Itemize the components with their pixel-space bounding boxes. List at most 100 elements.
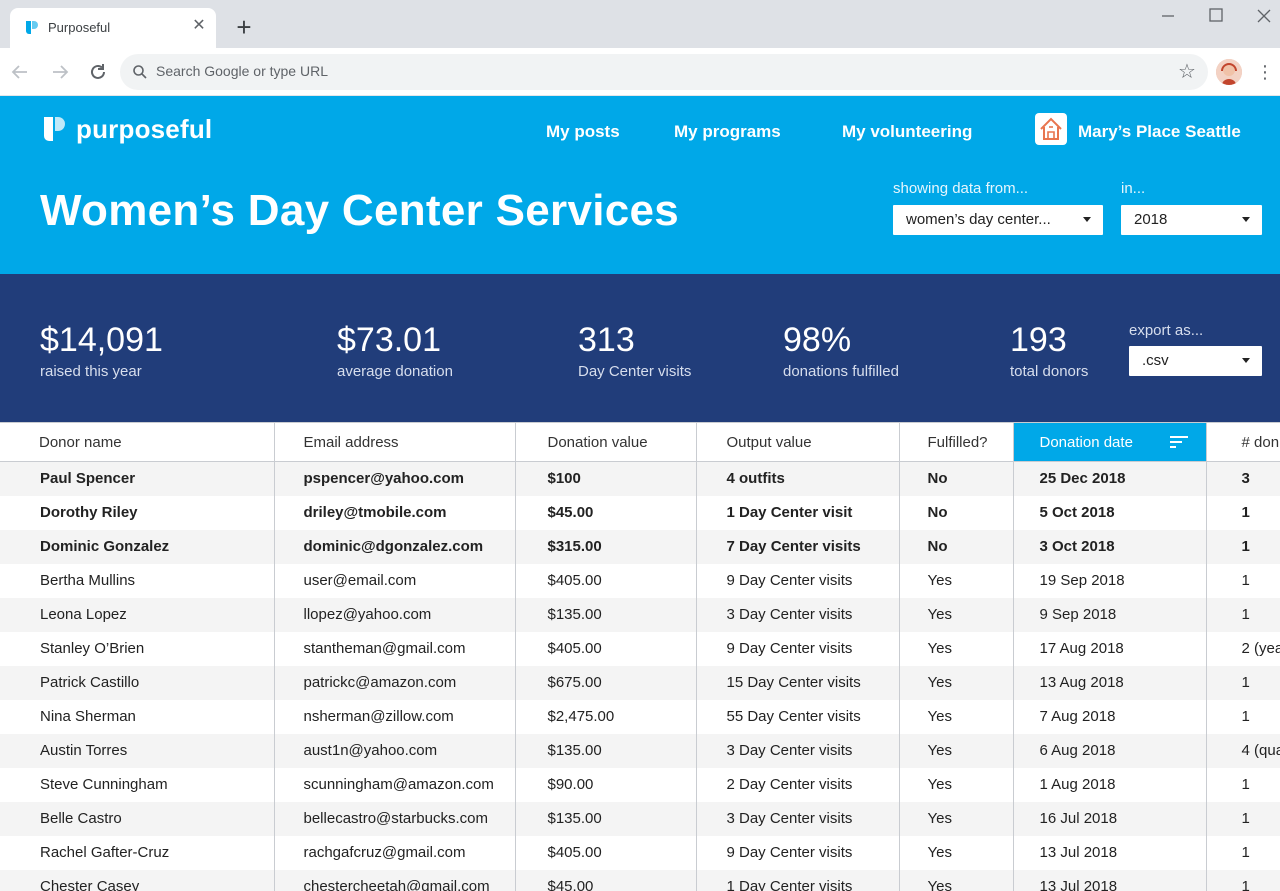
close-icon[interactable]: ✕: [192, 17, 206, 34]
cell-donation-date: 7 Aug 2018: [1013, 699, 1207, 734]
donations-table: Donor name Email address Donation value …: [0, 422, 1280, 891]
cell-donation-value: $135.00: [515, 597, 697, 632]
stat-value: 313: [578, 321, 635, 359]
column-header-output-value[interactable]: Output value: [696, 422, 900, 462]
minimize-icon[interactable]: [1154, 6, 1182, 26]
cell-donation-value: $315.00: [515, 529, 697, 564]
app-header: purposeful My posts My programs My volun…: [0, 96, 1280, 274]
export-label: export as...: [1129, 322, 1204, 339]
organization-name[interactable]: Mary’s Place Seattle: [1078, 122, 1241, 141]
cell-output-value: 1 Day Center visit: [696, 495, 900, 530]
cell-donor-name: Belle Castro: [0, 801, 275, 836]
year-select[interactable]: 2018: [1121, 205, 1262, 235]
avatar[interactable]: [1216, 59, 1242, 85]
cell-fulfilled: Yes: [899, 801, 1014, 836]
source-filter-label: showing data from...: [893, 180, 1029, 197]
column-header-fulfilled[interactable]: Fulfilled?: [899, 422, 1014, 462]
cell-donation-count: 4 (qua: [1206, 733, 1280, 768]
cell-email: patrickc@amazon.com: [274, 665, 516, 700]
cell-output-value: 15 Day Center visits: [696, 665, 900, 700]
cell-donation-count: 3: [1206, 461, 1280, 496]
table-row[interactable]: Belle Castro bellecastro@starbucks.com $13…: [0, 801, 1280, 836]
table-row[interactable]: Dominic Gonzalez dominic@dgonzalez.com $31…: [0, 529, 1280, 564]
cell-donation-value: $135.00: [515, 733, 697, 768]
cell-donor-name: Steve Cunningham: [0, 767, 275, 802]
table-row[interactable]: Paul Spencer pspencer@yahoo.com $100 4 outf…: [0, 461, 1280, 496]
table-row[interactable]: Rachel Gafter-Cruz rachgafcruz@gmail.com $…: [0, 835, 1280, 870]
organization-logo[interactable]: [1035, 113, 1067, 145]
stat-value: 193: [1010, 321, 1067, 359]
cell-donation-date: 13 Aug 2018: [1013, 665, 1207, 700]
cell-donation-date: 17 Aug 2018: [1013, 631, 1207, 666]
cell-output-value: 4 outfits: [696, 461, 900, 496]
star-icon[interactable]: ☆: [1178, 61, 1196, 83]
table-row[interactable]: Leona Lopez llopez@yahoo.com $135.00 3 Day …: [0, 597, 1280, 632]
browser-tab[interactable]: Purposeful ✕: [10, 8, 216, 48]
table-row[interactable]: Stanley O’Brien stantheman@gmail.com $405.…: [0, 631, 1280, 666]
plus-icon[interactable]: +: [236, 12, 252, 42]
maximize-icon[interactable]: [1202, 6, 1230, 26]
search-icon: [133, 65, 147, 79]
table-row[interactable]: Patrick Castillo patrickc@amazon.com $675.…: [0, 665, 1280, 700]
table-row[interactable]: Chester Casey chestercheetah@gmail.com $45…: [0, 869, 1280, 891]
export-format-select[interactable]: .csv: [1129, 346, 1262, 376]
window-close-icon[interactable]: [1250, 6, 1278, 26]
back-icon[interactable]: [8, 60, 32, 84]
cell-fulfilled: Yes: [899, 631, 1014, 666]
cell-output-value: 9 Day Center visits: [696, 835, 900, 870]
source-select[interactable]: women’s day center...: [893, 205, 1103, 235]
stat-label: donations fulfilled: [783, 363, 899, 380]
cell-donation-date: 13 Jul 2018: [1013, 869, 1207, 891]
table-header-row: Donor name Email address Donation value …: [0, 422, 1280, 462]
cell-donation-date: 19 Sep 2018: [1013, 563, 1207, 598]
cell-donation-count: 1: [1206, 495, 1280, 530]
table-row[interactable]: Dorothy Riley driley@tmobile.com $45.00 1 D…: [0, 495, 1280, 530]
year-select-value: 2018: [1134, 211, 1168, 228]
table-row[interactable]: Steve Cunningham scunningham@amazon.com $9…: [0, 767, 1280, 802]
column-header-donation-value[interactable]: Donation value: [515, 422, 697, 462]
cell-fulfilled: Yes: [899, 665, 1014, 700]
nav-my-posts[interactable]: My posts: [546, 122, 620, 141]
column-header-donation-count[interactable]: # don: [1206, 422, 1280, 462]
cell-fulfilled: Yes: [899, 597, 1014, 632]
forward-icon[interactable]: [48, 60, 72, 84]
source-select-value: women’s day center...: [906, 211, 1051, 228]
cell-output-value: 3 Day Center visits: [696, 801, 900, 836]
table-row[interactable]: Bertha Mullins user@email.com $405.00 9 Day…: [0, 563, 1280, 598]
cell-fulfilled: Yes: [899, 733, 1014, 768]
cell-fulfilled: No: [899, 495, 1014, 530]
cell-output-value: 2 Day Center visits: [696, 767, 900, 802]
donations-table-container[interactable]: Donor name Email address Donation value …: [0, 422, 1280, 891]
cell-donor-name: Paul Spencer: [0, 461, 275, 496]
cell-donation-count: 1: [1206, 801, 1280, 836]
brand[interactable]: purposeful: [42, 114, 212, 144]
reload-icon[interactable]: [86, 60, 110, 84]
table-row[interactable]: Nina Sherman nsherman@zillow.com $2,475.00…: [0, 699, 1280, 734]
stat-label: average donation: [337, 363, 453, 380]
cell-donor-name: Leona Lopez: [0, 597, 275, 632]
cell-donation-value: $45.00: [515, 495, 697, 530]
cell-fulfilled: Yes: [899, 563, 1014, 598]
cell-donation-count: 1: [1206, 563, 1280, 598]
cell-output-value: 1 Day Center visits: [696, 869, 900, 891]
stat-label: raised this year: [40, 363, 142, 380]
column-header-donor-name[interactable]: Donor name: [0, 422, 275, 462]
column-header-donation-date[interactable]: Donation date: [1013, 422, 1207, 462]
address-bar[interactable]: Search Google or type URL ☆: [120, 54, 1208, 90]
stat-value: 98%: [783, 321, 852, 359]
cell-fulfilled: Yes: [899, 767, 1014, 802]
nav-my-volunteering[interactable]: My volunteering: [842, 122, 973, 141]
column-header-label: Donation date: [1039, 433, 1133, 451]
cell-fulfilled: Yes: [899, 835, 1014, 870]
more-vert-icon[interactable]: ⋮: [1256, 62, 1274, 82]
cell-email: stantheman@gmail.com: [274, 631, 516, 666]
cell-donation-value: $45.00: [515, 869, 697, 891]
table-body: Paul Spencer pspencer@yahoo.com $100 4 outf…: [0, 461, 1280, 891]
stats-band: $14,091 raised this year $73.01 average …: [0, 274, 1280, 422]
cell-email: user@email.com: [274, 563, 516, 598]
nav-my-programs[interactable]: My programs: [674, 122, 781, 141]
column-header-email[interactable]: Email address: [274, 422, 516, 462]
sort-icon[interactable]: [1169, 436, 1188, 448]
table-row[interactable]: Austin Torres aust1n@yahoo.com $135.00 3 Da…: [0, 733, 1280, 768]
cell-donation-date: 3 Oct 2018: [1013, 529, 1207, 564]
